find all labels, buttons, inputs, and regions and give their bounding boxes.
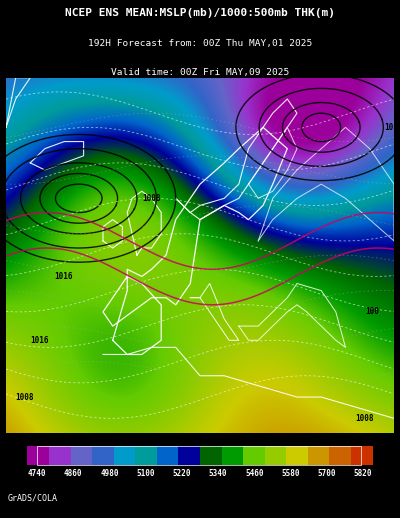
Bar: [243, 445, 265, 465]
Bar: [49, 445, 70, 465]
Text: NCEP ENS MEAN:MSLP(mb)/1000:500mb THK(m): NCEP ENS MEAN:MSLP(mb)/1000:500mb THK(m): [65, 7, 335, 18]
Text: 5220: 5220: [173, 469, 191, 479]
Bar: [265, 445, 286, 465]
Polygon shape: [27, 445, 37, 465]
Text: 5340: 5340: [209, 469, 227, 479]
Bar: [27, 445, 49, 465]
Text: GrADS/COLA: GrADS/COLA: [8, 494, 58, 502]
Text: 5700: 5700: [318, 469, 336, 479]
Text: 4740: 4740: [28, 469, 46, 479]
Text: Valid time: 00Z Fri MAY,09 2025: Valid time: 00Z Fri MAY,09 2025: [111, 67, 289, 77]
Bar: [114, 445, 135, 465]
Bar: [92, 445, 114, 465]
Bar: [37, 445, 361, 465]
Bar: [330, 445, 351, 465]
Text: 4980: 4980: [100, 469, 119, 479]
Bar: [135, 445, 157, 465]
Text: 1008: 1008: [16, 393, 34, 401]
Bar: [178, 445, 200, 465]
Text: 1008: 1008: [355, 414, 374, 423]
Bar: [222, 445, 243, 465]
Text: 100: 100: [365, 307, 379, 316]
Bar: [286, 445, 308, 465]
Bar: [200, 445, 222, 465]
Bar: [70, 445, 92, 465]
Text: 1016: 1016: [30, 336, 49, 345]
Text: 192H Forecast from: 00Z Thu MAY,01 2025: 192H Forecast from: 00Z Thu MAY,01 2025: [88, 39, 312, 48]
Bar: [157, 445, 178, 465]
Text: 1008: 1008: [142, 194, 160, 203]
Text: 5460: 5460: [245, 469, 264, 479]
Text: 5100: 5100: [136, 469, 155, 479]
Bar: [308, 445, 330, 465]
Text: 4860: 4860: [64, 469, 82, 479]
Bar: [351, 445, 373, 465]
Text: 10: 10: [384, 123, 394, 132]
Text: 5580: 5580: [281, 469, 300, 479]
Polygon shape: [363, 445, 373, 465]
Text: 1016: 1016: [54, 272, 73, 281]
Text: 5820: 5820: [354, 469, 372, 479]
